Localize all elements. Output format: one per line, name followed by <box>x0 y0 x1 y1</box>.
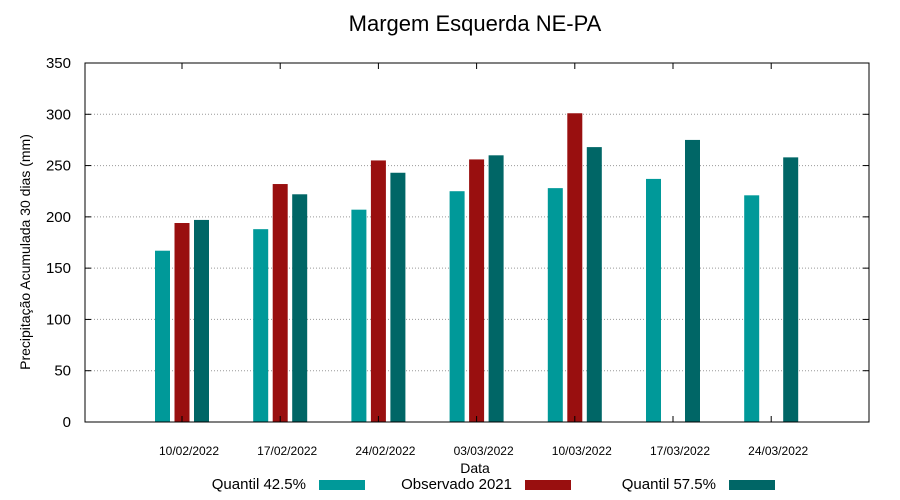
bar-quantil-42-5 <box>547 188 563 422</box>
x-tick-label: 24/02/2022 <box>355 444 415 458</box>
bar-observado-2021 <box>469 159 485 422</box>
bar-quantil-42-5 <box>351 209 367 422</box>
bar-observado-2021 <box>272 184 288 422</box>
bar-quantil-57-5 <box>488 155 504 423</box>
y-tick-label: 200 <box>46 209 71 226</box>
bar-quantil-57-5 <box>292 194 308 422</box>
legend-swatch <box>729 480 775 490</box>
x-tick-label: 03/03/2022 <box>454 444 514 458</box>
y-axis-label: Precipitação Acumulada 30 dias (mm) <box>17 134 33 370</box>
bar-observado-2021 <box>370 160 386 422</box>
y-tick-label: 350 <box>46 55 71 72</box>
legend-label: Observado 2021 <box>401 476 512 493</box>
bar-quantil-42-5 <box>646 178 661 422</box>
bar-quantil-57-5 <box>390 172 406 422</box>
y-tick-label: 250 <box>46 158 71 175</box>
legend-swatch <box>525 480 571 490</box>
y-tick-label: 150 <box>46 260 71 277</box>
x-tick-label: 24/03/2022 <box>748 444 808 458</box>
bar-quantil-42-5 <box>744 195 760 422</box>
legend: Quantil 42.5% Observado 2021 Quantil 57.5% <box>212 476 775 493</box>
y-tick-label: 50 <box>54 363 71 380</box>
legend-label: Quantil 57.5% <box>622 476 716 493</box>
bar-observado-2021 <box>567 113 583 422</box>
y-tick-label: 300 <box>46 106 71 123</box>
x-axis-ticks: 10/02/2022 17/02/2022 24/02/2022 03/03/2022… <box>159 63 809 458</box>
legend-swatch <box>319 480 365 490</box>
y-axis-ticks: 0 50 100 150 200 250 300 350 <box>46 55 869 431</box>
bar-quantil-57-5 <box>783 157 799 422</box>
bars <box>155 113 799 423</box>
x-tick-label: 10/02/2022 <box>159 444 219 458</box>
bar-quantil-57-5 <box>194 219 209 422</box>
bar-quantil-42-5 <box>449 191 465 422</box>
y-tick-label: 0 <box>63 414 71 431</box>
x-axis-label: Data <box>460 460 490 476</box>
bar-quantil-57-5 <box>586 147 602 422</box>
bar-quantil-57-5 <box>685 139 700 422</box>
x-tick-label: 17/03/2022 <box>650 444 710 458</box>
chart-title: Margem Esquerda NE-PA <box>349 11 602 36</box>
bar-observado-2021 <box>174 223 190 422</box>
y-tick-label: 100 <box>46 311 71 328</box>
legend-label: Quantil 42.5% <box>212 476 306 493</box>
x-tick-label: 17/02/2022 <box>257 444 317 458</box>
bar-quantil-42-5 <box>253 229 269 422</box>
bar-quantil-42-5 <box>155 250 170 422</box>
x-tick-label: 10/03/2022 <box>552 444 612 458</box>
